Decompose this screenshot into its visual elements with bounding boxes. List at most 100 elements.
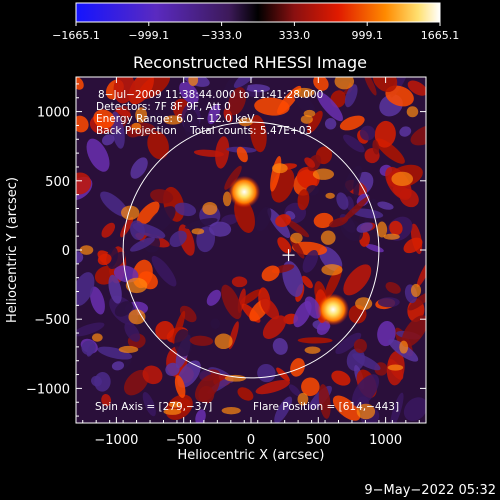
heatmap-blob: [176, 397, 191, 413]
heatmap-blob: [168, 401, 182, 408]
heatmap-blob: [198, 385, 215, 404]
plot-area: −1000 −500 0 500 1000 −1000 −500 0 500 1000 8−Jul…: [26, 76, 427, 448]
heatmap-blob: [142, 391, 156, 417]
heatmap-blob: [130, 157, 148, 179]
heatmap-blob: [377, 297, 400, 308]
heatmap-blob: [108, 274, 122, 304]
y-tick-label: 1000: [37, 106, 70, 121]
heatmap-blob: [193, 149, 225, 157]
heatmap-blob: [115, 107, 132, 118]
heatmap-blob: [399, 126, 412, 137]
heatmap-blob: [184, 218, 218, 230]
heatmap-blob: [111, 361, 125, 371]
heatmap-blob: [410, 283, 422, 298]
heatmap-blob: [294, 87, 315, 98]
heatmap-blob: [288, 384, 301, 397]
heatmap-blob: [236, 146, 248, 163]
x-tick-label: −1000: [94, 433, 138, 448]
x-axis-label: Heliocentric X (arcsec): [178, 448, 325, 463]
heatmap-blob: [100, 191, 129, 217]
colorbar: −1665.1 −999.1 −333.0 333.0 999.1 1665.1: [52, 2, 459, 42]
heatmap-blob: [290, 232, 303, 244]
heatmap-blob: [97, 253, 112, 266]
heatmap-blob: [130, 237, 155, 252]
heatmap-blob: [124, 322, 141, 342]
heatmap-blob: [250, 114, 267, 153]
heatmap-image: [76, 77, 426, 423]
heatmap-blob: [383, 233, 400, 240]
heatmap-blob: [151, 255, 177, 287]
heatmap-blob: [142, 365, 163, 385]
chart-title: Reconstructed RHESSI Image: [133, 53, 367, 72]
heatmap-blob: [131, 122, 142, 131]
heatmap-blob: [91, 333, 103, 342]
heatmap-blob: [356, 403, 376, 420]
heatmap-blob: [303, 109, 316, 118]
heatmap-blob: [76, 172, 92, 195]
colorbar-tick-label: 333.0: [279, 29, 311, 42]
heatmap-blob: [128, 309, 146, 325]
x-tick-label: 0: [247, 433, 255, 448]
heatmap-blob: [233, 77, 259, 88]
heatmap-blob: [341, 196, 370, 223]
heatmap-blob: [132, 222, 166, 239]
y-axis-label: Heliocentric Y (arcsec): [5, 177, 20, 323]
heatmap-blob: [277, 237, 292, 254]
heatmap-blob: [318, 384, 331, 419]
heatmap-blob: [262, 315, 287, 339]
heatmap-blob: [334, 77, 355, 90]
heatmap-blob: [355, 297, 373, 310]
heatmap-blob: [128, 77, 154, 105]
heatmap-blob: [135, 107, 148, 123]
heatmap-blob: [297, 189, 310, 211]
heatmap-blob: [221, 284, 242, 320]
heatmap-blob: [261, 265, 280, 282]
heatmap-blob: [101, 222, 116, 238]
annotation-time-range: 8−Jul−2009 11:38:44.000 to 11:41:28.000: [98, 89, 323, 101]
spin-axis-marker: [282, 249, 295, 262]
heatmap-blob: [416, 259, 426, 288]
heatmap-blob: [150, 189, 174, 204]
heatmap-blob: [399, 340, 409, 354]
heatmap-blob: [285, 219, 310, 238]
heatmap-blob: [297, 337, 333, 344]
colorbar-tick-label: 999.1: [351, 29, 383, 42]
heatmap-blob: [210, 318, 221, 329]
heatmap-blob: [304, 296, 322, 319]
heatmap-blob: [325, 192, 335, 199]
heatmap-blob: [245, 84, 271, 93]
heatmap-blob: [406, 106, 419, 118]
heatmap-blob: [316, 91, 343, 122]
heatmap-blob: [206, 289, 221, 306]
heatmap-blob: [76, 322, 105, 337]
y-tick-label: −1000: [26, 382, 70, 397]
colorbar-ticks: −1665.1 −999.1 −333.0 333.0 999.1 1665.1: [52, 22, 459, 42]
heatmap-blob: [188, 77, 199, 87]
heatmap-blob: [163, 115, 183, 125]
heatmap-blob: [272, 338, 288, 355]
heatmap-blob: [224, 165, 242, 190]
heatmap-blob: [331, 370, 351, 386]
heatmap-blob: [255, 379, 290, 395]
annotation-spin-axis: Spin Axis = [279,−37]: [95, 401, 212, 413]
heatmap-blob: [209, 221, 232, 237]
colorbar-tick-label: 1665.1: [421, 29, 460, 42]
heatmap-blob: [76, 115, 89, 133]
heatmap-blob: [94, 371, 111, 392]
heatmap-blob: [93, 109, 115, 129]
heatmap-blob: [124, 369, 149, 396]
x-tick-label: 500: [306, 433, 331, 448]
heatmap-blob: [329, 217, 349, 228]
colorbar-tick-label: −333.0: [201, 29, 242, 42]
heatmap-blob: [306, 110, 323, 134]
heatmap-blob: [221, 214, 239, 225]
heatmap-blob: [179, 81, 199, 104]
heatmap-blob: [237, 387, 254, 401]
heatmap-blob: [300, 114, 313, 124]
heatmap-blob: [79, 245, 94, 255]
y-tick-label: −500: [34, 313, 70, 328]
heatmap-blob: [191, 228, 205, 235]
heatmap-blob: [290, 358, 305, 377]
annotation-method-counts: Back Projection Total counts: 5.47E+03: [96, 125, 312, 137]
